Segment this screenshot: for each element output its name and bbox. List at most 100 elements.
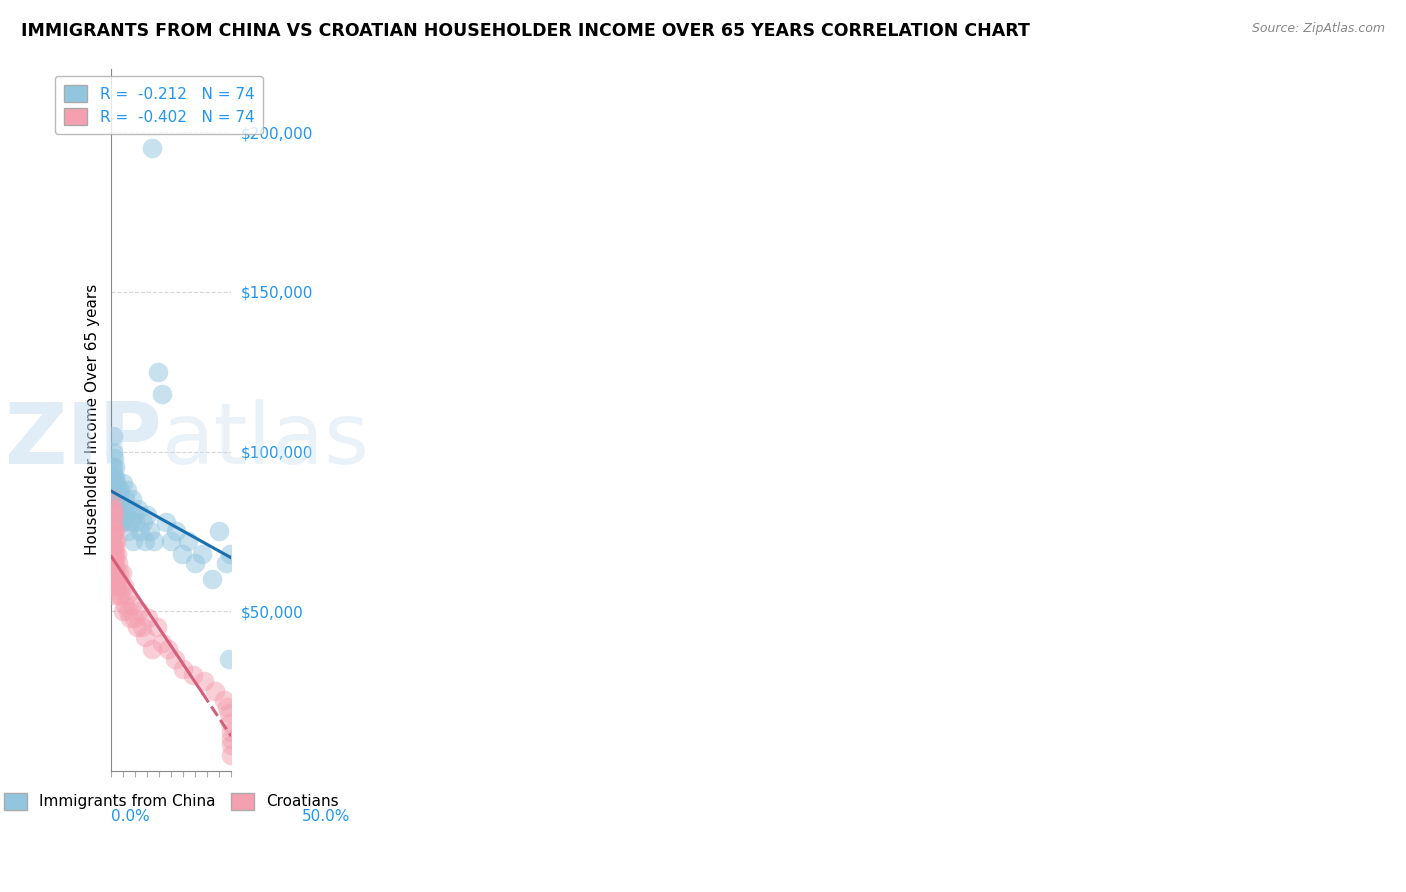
Point xyxy=(103,524,125,539)
Point xyxy=(138,610,160,624)
Point xyxy=(129,524,152,539)
Point xyxy=(103,508,125,523)
Point xyxy=(101,541,124,555)
Point xyxy=(219,738,242,752)
Point xyxy=(170,547,193,561)
Point xyxy=(100,524,122,539)
Point xyxy=(103,476,125,491)
Point xyxy=(127,502,149,516)
Point xyxy=(101,515,124,529)
Legend: Immigrants from China, Croatians: Immigrants from China, Croatians xyxy=(0,787,344,815)
Text: 0.0%: 0.0% xyxy=(111,809,150,824)
Point xyxy=(111,566,134,580)
Point xyxy=(101,515,124,529)
Point xyxy=(131,620,153,634)
Point xyxy=(104,515,127,529)
Point xyxy=(204,684,226,698)
Point xyxy=(101,524,124,539)
Point xyxy=(115,483,138,497)
Point xyxy=(101,476,124,491)
Point xyxy=(105,578,128,592)
Point xyxy=(141,642,163,657)
Point xyxy=(122,508,145,523)
Point xyxy=(107,572,129,586)
Point xyxy=(101,515,124,529)
Point xyxy=(103,533,125,548)
Point xyxy=(219,731,242,746)
Point xyxy=(112,515,135,529)
Point xyxy=(121,598,143,612)
Point xyxy=(121,492,143,507)
Point xyxy=(101,492,124,507)
Point xyxy=(108,508,131,523)
Text: Source: ZipAtlas.com: Source: ZipAtlas.com xyxy=(1251,22,1385,36)
Point xyxy=(101,572,124,586)
Point xyxy=(101,556,124,570)
Point xyxy=(122,533,145,548)
Point xyxy=(191,547,214,561)
Point xyxy=(219,747,242,762)
Point xyxy=(104,483,127,497)
Point xyxy=(107,483,129,497)
Point xyxy=(103,524,125,539)
Point xyxy=(218,547,240,561)
Point xyxy=(101,502,124,516)
Point xyxy=(105,547,128,561)
Point xyxy=(111,502,134,516)
Point xyxy=(104,533,127,548)
Point xyxy=(103,502,125,516)
Point xyxy=(103,515,125,529)
Point xyxy=(101,547,124,561)
Point xyxy=(208,524,231,539)
Point xyxy=(101,502,124,516)
Point xyxy=(172,662,194,676)
Point xyxy=(104,541,127,555)
Point xyxy=(101,460,124,475)
Point xyxy=(105,566,128,580)
Point xyxy=(110,588,132,602)
Point xyxy=(218,652,240,666)
Point xyxy=(103,428,125,442)
Point xyxy=(114,508,136,523)
Point xyxy=(128,604,150,618)
Point xyxy=(103,547,125,561)
Point xyxy=(177,533,200,548)
Point xyxy=(104,460,127,475)
Point xyxy=(150,387,173,401)
Point xyxy=(124,515,146,529)
Point xyxy=(101,572,124,586)
Point xyxy=(215,556,238,570)
Y-axis label: Householder Income Over 65 years: Householder Income Over 65 years xyxy=(86,284,100,555)
Point xyxy=(156,642,179,657)
Point xyxy=(105,502,128,516)
Text: 50.0%: 50.0% xyxy=(302,809,350,824)
Point xyxy=(163,652,186,666)
Point xyxy=(101,508,124,523)
Point xyxy=(117,524,139,539)
Point xyxy=(160,533,183,548)
Point xyxy=(103,556,125,570)
Point xyxy=(100,556,122,570)
Text: ZIP: ZIP xyxy=(4,400,162,483)
Point xyxy=(103,470,125,484)
Point xyxy=(105,476,128,491)
Point xyxy=(101,483,124,497)
Point xyxy=(125,620,148,634)
Point xyxy=(134,533,156,548)
Point xyxy=(103,566,125,580)
Point xyxy=(110,515,132,529)
Point xyxy=(104,556,127,570)
Point xyxy=(115,588,138,602)
Point xyxy=(104,566,127,580)
Point xyxy=(117,604,139,618)
Text: atlas: atlas xyxy=(162,400,370,483)
Point xyxy=(103,450,125,465)
Point xyxy=(136,508,159,523)
Point xyxy=(219,715,242,730)
Point xyxy=(103,515,125,529)
Point xyxy=(118,502,141,516)
Point xyxy=(111,476,134,491)
Point xyxy=(101,533,124,548)
Point xyxy=(108,578,131,592)
Point xyxy=(101,483,124,497)
